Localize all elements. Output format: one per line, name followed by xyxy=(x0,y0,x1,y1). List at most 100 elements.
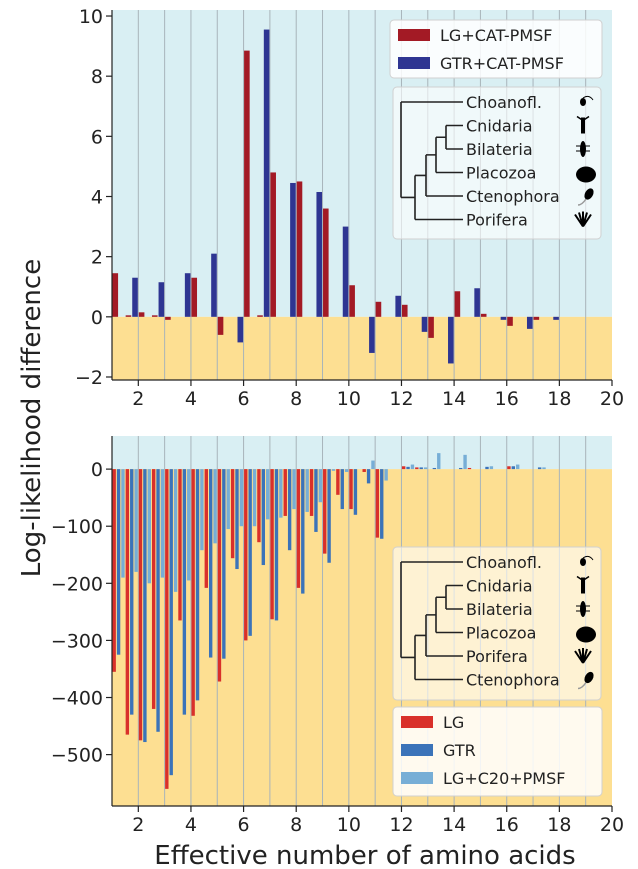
top-panel-bars xyxy=(112,29,559,364)
bottom-tree-taxon-ctenophora: Ctenophora xyxy=(466,671,560,690)
x-tick-label: 8 xyxy=(290,388,302,410)
bar-gtr xyxy=(182,469,187,715)
flagellum-icon xyxy=(582,95,594,101)
bar-lg xyxy=(415,467,419,470)
bar-gtr xyxy=(287,469,292,551)
legend-swatch-lg-c20-pmsf xyxy=(401,772,433,784)
bar-gtr xyxy=(353,469,358,515)
bar-lg-cat-pmsf xyxy=(507,316,513,326)
bar-lg xyxy=(323,469,327,554)
bar-lg-cat-pmsf xyxy=(375,301,382,317)
positive-region xyxy=(112,436,612,470)
bar-gtr-cat-pmsf xyxy=(263,29,270,317)
bar-lg-c20-pmsf xyxy=(437,453,441,470)
bar-lg-c20-pmsf xyxy=(200,469,204,551)
y-tick-label: 10 xyxy=(79,6,103,28)
bar-gtr-cat-pmsf xyxy=(395,295,401,317)
legend-label-lg-cat-pmsf: LG+CAT-PMSF xyxy=(440,26,552,45)
placozoa-icon xyxy=(576,626,596,643)
bar-lg-cat-pmsf xyxy=(257,315,263,317)
y-tick-label: 8 xyxy=(91,66,103,88)
bottom-phylogeny-inset: Choanofl. Cnidaria Bilateria Placozoa Po… xyxy=(392,546,602,701)
bar-lg-c20-pmsf xyxy=(318,469,323,503)
ctenophora-icon xyxy=(584,188,594,200)
bar-lg xyxy=(296,469,301,588)
bar-lg xyxy=(151,469,156,709)
bar-gtr xyxy=(314,469,318,532)
top-phylogeny-inset: Choanofl. Cnidaria Bilateria Placozoa Ct… xyxy=(392,86,602,240)
bar-gtr-cat-pmsf xyxy=(553,316,559,320)
x-tick-label: 4 xyxy=(185,814,197,836)
y-tick-label: 4 xyxy=(91,187,103,209)
bar-lg-c20-pmsf xyxy=(542,467,546,470)
bar-gtr-cat-pmsf xyxy=(211,253,217,317)
bottom-tree-box xyxy=(392,546,602,701)
bar-lg xyxy=(112,469,116,672)
bar-gtr xyxy=(340,469,344,510)
x-tick-label: 12 xyxy=(389,814,413,836)
bottom-tree-silhouettes xyxy=(574,555,596,690)
top-legend: LG+CAT-PMSF GTR+CAT-PMSF xyxy=(389,19,603,79)
bar-gtr xyxy=(301,469,305,594)
x-tick-label: 4 xyxy=(185,388,197,410)
placozoa-icon xyxy=(576,166,596,183)
bar-lg xyxy=(125,469,130,735)
y-tick-label: 0 xyxy=(91,459,103,481)
bar-gtr xyxy=(458,467,463,470)
top-tree-box xyxy=(392,86,602,240)
bar-gtr-cat-pmsf xyxy=(290,182,296,317)
bilateria-icon xyxy=(580,141,586,157)
legend-swatch-gtr xyxy=(401,744,433,756)
bar-lg xyxy=(283,469,287,516)
bar-lg xyxy=(217,469,222,682)
y-tick-label: 0 xyxy=(91,307,103,329)
bar-lg-c20-pmsf xyxy=(305,469,309,512)
bar-lg-cat-pmsf xyxy=(401,304,408,317)
bar-lg-c20-pmsf xyxy=(331,469,336,471)
x-tick-label: 20 xyxy=(600,388,624,410)
tentacles-icon xyxy=(576,115,590,122)
bottom-panel-bars xyxy=(112,453,546,789)
bottom-panel-axes: 2 4 6 8 10 12 14 16 18 20 −500 −400 −300 −200 −100 0 xyxy=(51,436,624,836)
bar-lg-cat-pmsf xyxy=(323,208,329,317)
bar-lg-cat-pmsf xyxy=(191,277,198,317)
x-tick-label: 16 xyxy=(495,814,519,836)
bar-lg-c20-pmsf xyxy=(147,469,151,584)
bar-gtr-cat-pmsf xyxy=(369,316,375,353)
y-tick-label: −300 xyxy=(51,630,103,652)
bar-lg-cat-pmsf xyxy=(151,315,158,317)
bar-gtr-cat-pmsf xyxy=(342,226,349,317)
top-tree-branches xyxy=(400,101,463,221)
bar-lg xyxy=(178,469,182,621)
bar-lg-c20-pmsf xyxy=(121,469,125,578)
bar-lg-cat-pmsf xyxy=(270,172,276,317)
legend-swatch-lg-cat-pmsf xyxy=(398,29,430,41)
bar-lg xyxy=(507,466,511,470)
bar-lg xyxy=(349,469,353,510)
x-tick-label: 6 xyxy=(238,388,250,410)
y-tick-label: 2 xyxy=(91,247,103,269)
x-tick-label: 2 xyxy=(132,814,144,836)
bar-gtr xyxy=(432,467,437,470)
top-tree-taxon-cnidaria: Cnidaria xyxy=(466,117,533,136)
legend-label-lg: LG xyxy=(443,713,464,732)
x-tick-label: 10 xyxy=(337,388,361,410)
bar-gtr-cat-pmsf xyxy=(237,316,244,343)
x-tick-label: 20 xyxy=(600,814,624,836)
bar-lg xyxy=(309,469,314,516)
bar-lg xyxy=(257,469,261,543)
bar-lg-cat-pmsf xyxy=(112,273,119,317)
flagellum-icon xyxy=(582,555,594,561)
bar-gtr xyxy=(537,467,542,470)
bar-lg-c20-pmsf xyxy=(489,466,494,470)
y-axis-label: Log-likelihood difference xyxy=(17,259,47,577)
bar-lg-c20-pmsf xyxy=(371,460,375,470)
bar-gtr xyxy=(116,469,121,655)
x-tick-label: 2 xyxy=(132,388,144,410)
bottom-tree-taxon-cnidaria: Cnidaria xyxy=(466,577,533,596)
bar-lg-c20-pmsf xyxy=(187,469,191,581)
bar-lg-c20-pmsf xyxy=(344,469,349,472)
bar-gtr xyxy=(511,466,516,470)
bar-lg-c20-pmsf xyxy=(160,469,165,578)
